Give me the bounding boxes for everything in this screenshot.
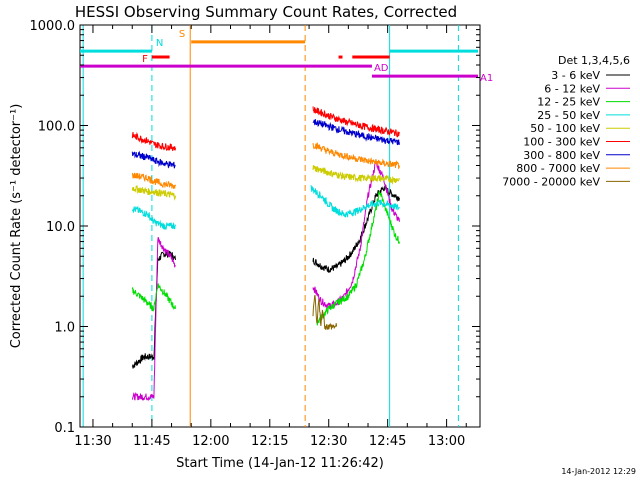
series-line-12-25-kev-1 <box>316 190 400 326</box>
series-line-25-50-kev-1 <box>310 185 400 218</box>
footer-timestamp: 14-Jan-2012 12:29 <box>561 467 636 476</box>
legend-title: Det 1,3,4,5,6 <box>558 54 630 67</box>
flag-label-n: N <box>156 38 163 49</box>
y-axis-label: Corrected Count Rate (s⁻¹ detector⁻¹) <box>9 104 24 349</box>
observing-flag-bars: N S F AD A1 <box>80 29 493 84</box>
series-group <box>131 106 400 402</box>
series-line-50-100-kev-1 <box>312 165 400 185</box>
legend-label-800-7000-kev: 800 - 7000 keV <box>516 162 600 175</box>
legend-label-3-6-kev: 3 - 6 keV <box>551 69 600 82</box>
flag-label-ad: AD <box>374 63 389 74</box>
x-tick-label: 12:30 <box>310 434 347 449</box>
legend-label-25-50-kev: 25 - 50 keV <box>537 109 600 122</box>
series-line-300-800-kev-1 <box>312 119 400 146</box>
flag-label-a1: A1 <box>480 73 493 84</box>
y-tick-label: 0.1 <box>54 421 75 436</box>
legend-label-7000-20000-kev: 7000 - 20000 keV <box>502 175 600 188</box>
legend-label-100-300-kev: 100 - 300 keV <box>523 136 600 149</box>
series-line-25-50-kev-0 <box>131 205 176 231</box>
x-tick-label: 11:45 <box>133 434 170 449</box>
legend-label-300-800-kev: 300 - 800 keV <box>523 149 600 162</box>
x-tick-label: 11:30 <box>74 434 111 449</box>
series-line-800-7000-kev-0 <box>131 172 176 189</box>
series-line-6-12-kev-0 <box>131 237 176 402</box>
x-tick-label: 12:00 <box>192 434 229 449</box>
x-axis-label: Start Time (14-Jan-12 11:26:42) <box>176 456 384 471</box>
y-tick-label: 1000.0 <box>30 19 76 34</box>
flag-label-f: F <box>142 54 148 65</box>
legend-label-6-12-kev: 6 - 12 keV <box>544 82 600 95</box>
series-line-800-7000-kev-1 <box>312 142 400 170</box>
series-line-12-25-kev-0 <box>131 283 176 312</box>
axes: 11:30 11:45 12:00 12:15 12:30 12:45 13:00 0.1 1.… <box>30 19 480 449</box>
x-tick-label: 12:15 <box>251 434 288 449</box>
series-line-7000-20000-kev-0 <box>312 294 338 330</box>
y-tick-label: 10.0 <box>46 220 75 235</box>
plot-frame <box>79 24 481 428</box>
chart-title: HESSI Observing Summary Count Rates, Cor… <box>75 3 457 21</box>
series-line-100-300-kev-1 <box>312 106 400 138</box>
legend-label-12-25-kev: 12 - 25 keV <box>537 96 600 109</box>
legend-label-50-100-kev: 50 - 100 keV <box>530 122 600 135</box>
x-tick-label: 12:45 <box>369 434 406 449</box>
vertical-markers <box>82 25 459 427</box>
series-line-100-300-kev-0 <box>131 131 176 151</box>
series-line-300-800-kev-0 <box>131 150 176 169</box>
series-line-50-100-kev-0 <box>131 185 176 201</box>
series-line-6-12-kev-1 <box>312 160 400 309</box>
y-tick-label: 1.0 <box>54 321 75 336</box>
y-tick-label: 100.0 <box>38 120 75 135</box>
flag-label-s: S <box>179 29 185 40</box>
x-tick-label: 13:00 <box>428 434 465 449</box>
